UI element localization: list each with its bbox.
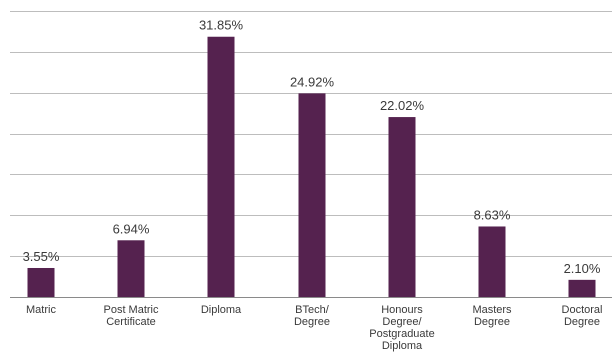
category-labels: Matric Post Matric Certificate Diploma BTech… — [26, 304, 602, 352]
category-label-4: BTech/Degree — [294, 304, 330, 328]
bars — [27, 36, 596, 298]
bar-7 — [568, 279, 596, 297]
value-label-3: 31.85% — [199, 18, 244, 33]
value-label-2: 6.94% — [113, 221, 150, 236]
value-label-4: 24.92% — [290, 74, 335, 89]
bar-3 — [207, 36, 235, 298]
category-label-6: Masters Degree — [472, 304, 512, 328]
bar-2 — [117, 240, 145, 297]
category-label-2: Post Matric Certificate — [103, 304, 159, 328]
bar-4 — [298, 93, 326, 297]
value-labels: 3.55% 6.94% 31.85% 24.92% 22.02% 8.63% 2.10% — [23, 18, 601, 276]
category-label-5: Honours Degree/Postgraduate Diploma — [369, 304, 434, 352]
value-label-5: 22.02% — [380, 98, 425, 113]
bar-5 — [388, 117, 416, 297]
bar-1 — [27, 267, 55, 297]
category-label-7: Doctoral Degree — [562, 304, 603, 328]
bar-6 — [478, 226, 506, 297]
value-label-6: 8.63% — [474, 207, 511, 222]
value-label-7: 2.10% — [564, 261, 601, 276]
category-label-3: Diploma — [201, 304, 242, 316]
category-label-1: Matric — [26, 304, 56, 316]
value-label-1: 3.55% — [23, 249, 60, 264]
